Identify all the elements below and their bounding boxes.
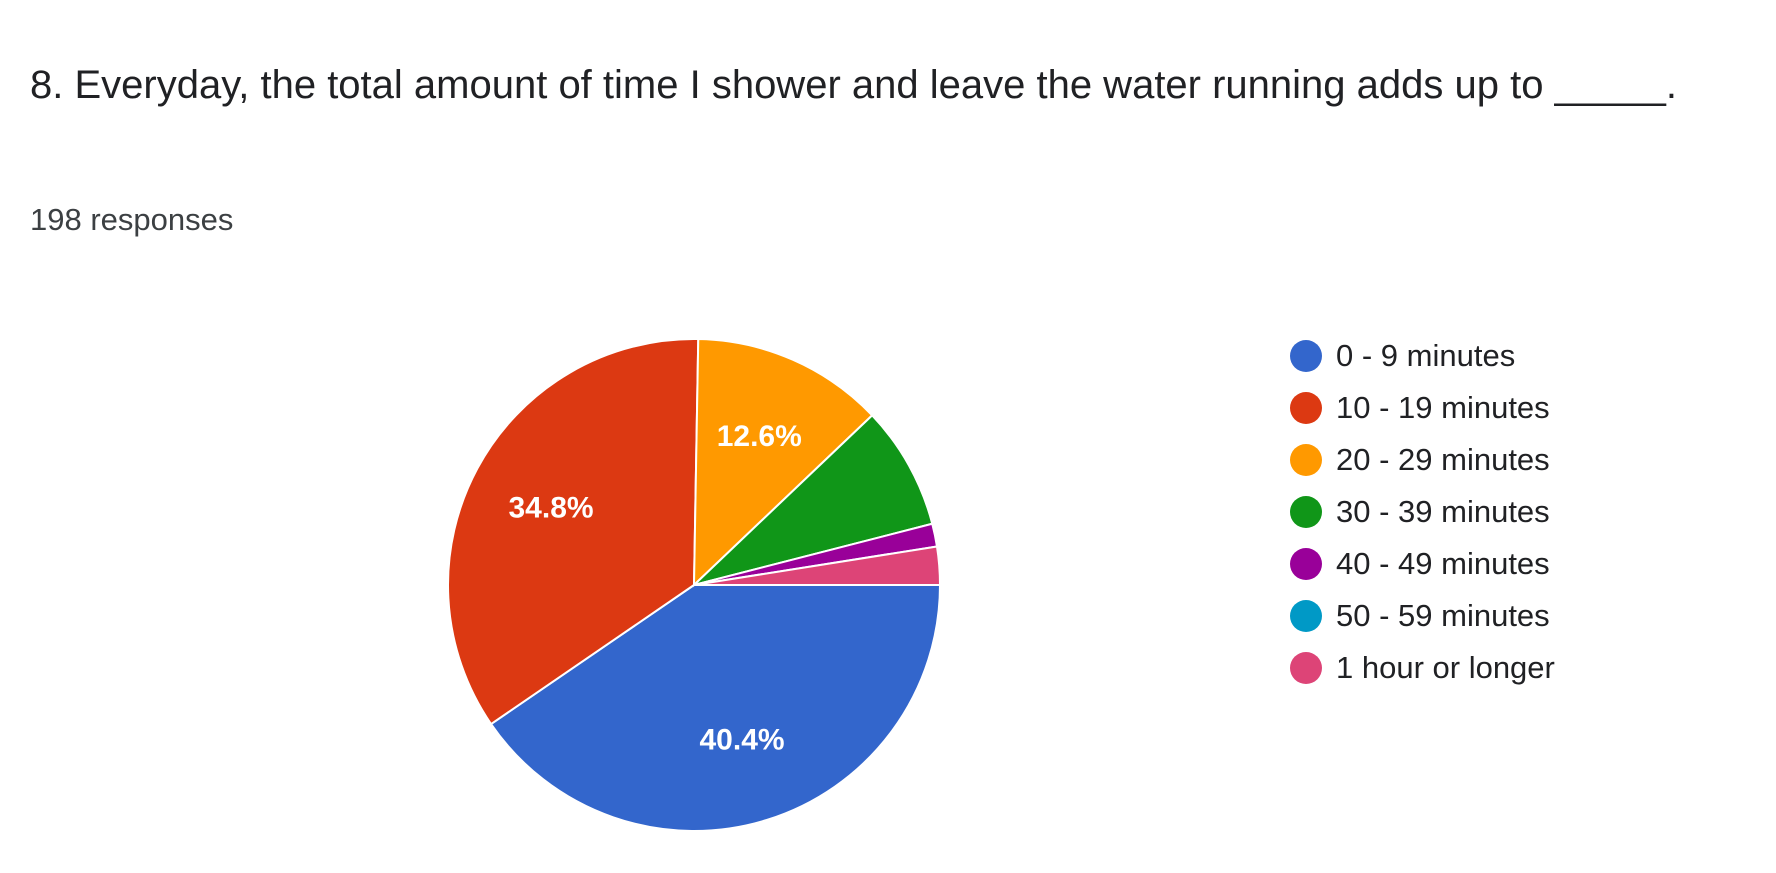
pie-slice-30-39-minutes[interactable] <box>690 413 934 587</box>
question-title: 8. Everyday, the total amount of time I … <box>30 63 1677 107</box>
response-count: 198 responses <box>30 202 234 237</box>
legend-item[interactable]: 0 - 9 minutes <box>1290 330 1555 382</box>
legend-swatch-icon <box>1290 444 1322 476</box>
pie-slice-20-29-minutes[interactable] <box>692 338 874 588</box>
pie-slice-1-hour-or-longer[interactable] <box>693 545 942 586</box>
chart-legend: 0 - 9 minutes 10 - 19 minutes 20 - 29 minu… <box>1290 330 1555 694</box>
legend-label: 40 - 49 minutes <box>1336 546 1550 581</box>
legend-swatch-icon <box>1290 548 1322 580</box>
slice-label: 40.4% <box>699 724 784 757</box>
pie-slice-0-9-minutes[interactable] <box>489 584 942 832</box>
pie-slice-10-19-minutes[interactable] <box>447 338 700 726</box>
legend-label: 50 - 59 minutes <box>1336 598 1550 633</box>
legend-item[interactable]: 20 - 29 minutes <box>1290 434 1555 486</box>
legend-label: 1 hour or longer <box>1336 650 1555 685</box>
legend-item[interactable]: 1 hour or longer <box>1290 642 1555 694</box>
legend-item[interactable]: 10 - 19 minutes <box>1290 382 1555 434</box>
legend-label: 0 - 9 minutes <box>1336 338 1516 373</box>
legend-swatch-icon <box>1290 496 1322 528</box>
legend-item[interactable]: 30 - 39 minutes <box>1290 486 1555 538</box>
legend-item[interactable]: 40 - 49 minutes <box>1290 538 1555 590</box>
slice-label: 12.6% <box>717 420 802 453</box>
legend-label: 20 - 29 minutes <box>1336 442 1550 477</box>
legend-label: 10 - 19 minutes <box>1336 390 1550 425</box>
legend-swatch-icon <box>1290 340 1322 372</box>
legend-swatch-icon <box>1290 600 1322 632</box>
legend-item[interactable]: 50 - 59 minutes <box>1290 590 1555 642</box>
legend-swatch-icon <box>1290 652 1322 684</box>
legend-label: 30 - 39 minutes <box>1336 494 1550 529</box>
slice-label: 34.8% <box>508 492 593 525</box>
legend-swatch-icon <box>1290 392 1322 424</box>
